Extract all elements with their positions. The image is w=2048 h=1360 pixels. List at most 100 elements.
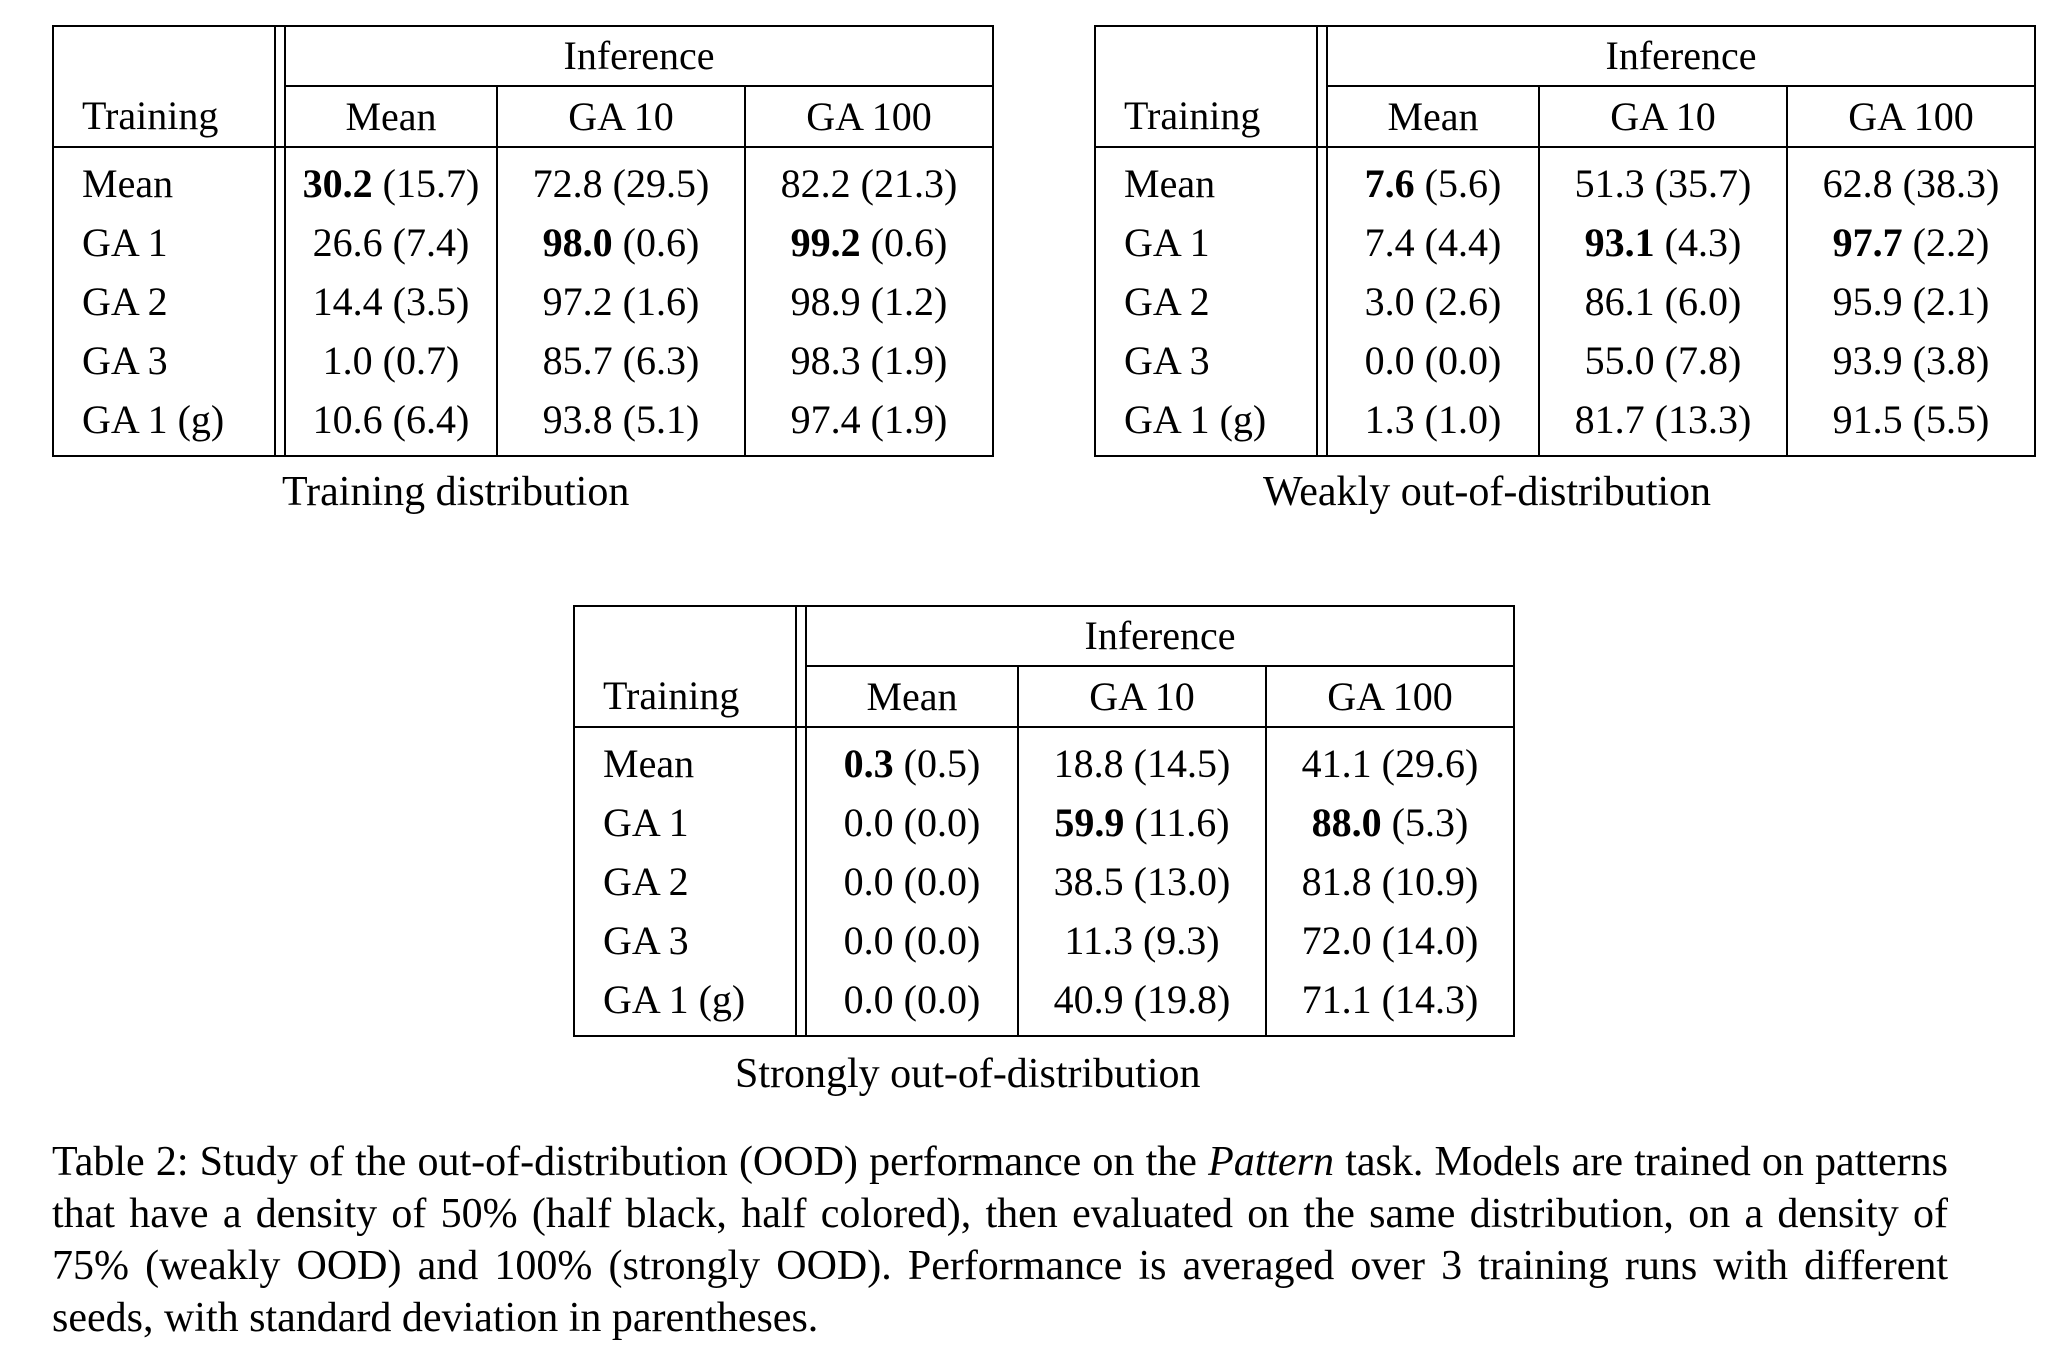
result-value: 26.6 bbox=[312, 219, 383, 265]
result-value: 91.5 bbox=[1832, 396, 1903, 442]
result-cell: 93.1 (4.3) bbox=[1539, 213, 1788, 272]
row-label: GA 3 bbox=[53, 331, 276, 390]
result-value: 18.8 bbox=[1053, 740, 1124, 786]
result-value: 14.4 bbox=[312, 278, 383, 324]
result-std: (6.4) bbox=[392, 396, 470, 442]
column-header: Mean bbox=[806, 666, 1019, 728]
result-cell: 0.0 (0.0) bbox=[806, 793, 1019, 852]
result-std: (1.0) bbox=[1424, 396, 1502, 442]
result-value: 93.8 bbox=[542, 396, 613, 442]
table-strongly-ood: Inference Training Mean GA 10 GA 100 Mean 0.3 … bbox=[573, 605, 1515, 1037]
result-std: (13.3) bbox=[1654, 396, 1752, 442]
result-cell: 41.1 (29.6) bbox=[1266, 727, 1514, 793]
result-value: 59.9 bbox=[1054, 799, 1125, 845]
row-label: GA 1 (g) bbox=[574, 970, 797, 1036]
result-cell: 7.6 (5.6) bbox=[1327, 147, 1540, 213]
result-std: (29.5) bbox=[612, 160, 710, 206]
result-std: (14.0) bbox=[1381, 917, 1479, 963]
table-row: GA 3 1.0 (0.7) 85.7 (6.3) 98.3 (1.9) bbox=[53, 331, 993, 390]
result-cell: 40.9 (19.8) bbox=[1018, 970, 1267, 1036]
result-std: (4.4) bbox=[1424, 219, 1502, 265]
double-rule bbox=[275, 26, 286, 86]
result-cell: 98.3 (1.9) bbox=[745, 331, 993, 390]
result-value: 93.9 bbox=[1832, 337, 1903, 383]
row-label: GA 1 bbox=[574, 793, 797, 852]
result-value: 85.7 bbox=[542, 337, 613, 383]
double-rule bbox=[275, 331, 286, 390]
table-row: GA 3 0.0 (0.0) 11.3 (9.3) 72.0 (14.0) bbox=[574, 911, 1514, 970]
column-header: GA 10 bbox=[1018, 666, 1267, 728]
result-std: (13.0) bbox=[1133, 858, 1231, 904]
results-table: Inference Training Mean GA 10 GA 100 Mean 0.3 … bbox=[573, 605, 1515, 1037]
result-std: (2.1) bbox=[1912, 278, 1990, 324]
table-row: Mean 7.6 (5.6) 51.3 (35.7) 62.8 (38.3) bbox=[1095, 147, 2035, 213]
result-value: 99.2 bbox=[790, 219, 861, 265]
result-value: 82.2 bbox=[780, 160, 851, 206]
result-cell: 72.0 (14.0) bbox=[1266, 911, 1514, 970]
training-header: Training bbox=[1095, 86, 1318, 148]
caption-prefix: Table 2: Study of the out-of-distributio… bbox=[52, 1139, 1209, 1185]
result-value: 71.1 bbox=[1301, 976, 1372, 1022]
result-value: 88.0 bbox=[1311, 799, 1382, 845]
result-cell: 0.0 (0.0) bbox=[806, 852, 1019, 911]
result-std: (15.7) bbox=[382, 160, 480, 206]
row-label: GA 2 bbox=[1095, 272, 1318, 331]
result-cell: 72.8 (29.5) bbox=[497, 147, 746, 213]
double-rule bbox=[1317, 331, 1328, 390]
result-cell: 99.2 (0.6) bbox=[745, 213, 993, 272]
row-label: GA 1 (g) bbox=[1095, 390, 1318, 456]
result-cell: 97.2 (1.6) bbox=[497, 272, 746, 331]
caption-task: Pattern bbox=[1208, 1139, 1335, 1185]
result-value: 97.2 bbox=[542, 278, 613, 324]
double-rule bbox=[796, 970, 807, 1036]
result-std: (6.0) bbox=[1664, 278, 1742, 324]
result-std: (0.0) bbox=[903, 976, 981, 1022]
results-table: Inference Training Mean GA 10 GA 100 Mean 30.2… bbox=[52, 25, 994, 457]
subtitle-strongly-ood: Strongly out-of-distribution bbox=[735, 1051, 1201, 1097]
table-row: GA 3 0.0 (0.0) 55.0 (7.8) 93.9 (3.8) bbox=[1095, 331, 2035, 390]
double-rule bbox=[796, 793, 807, 852]
result-std: (5.1) bbox=[622, 396, 700, 442]
result-cell: 81.7 (13.3) bbox=[1539, 390, 1788, 456]
result-cell: 7.4 (4.4) bbox=[1327, 213, 1540, 272]
double-rule bbox=[1317, 86, 1328, 148]
result-value: 7.4 bbox=[1364, 219, 1415, 265]
result-std: (11.6) bbox=[1134, 799, 1230, 845]
result-std: (6.3) bbox=[622, 337, 700, 383]
result-value: 98.3 bbox=[790, 337, 861, 383]
result-std: (9.3) bbox=[1142, 917, 1220, 963]
caption-suffix: task. Models are trained on patterns tha… bbox=[52, 1139, 1948, 1341]
result-cell: 30.2 (15.7) bbox=[285, 147, 498, 213]
double-rule bbox=[796, 666, 807, 728]
result-std: (29.6) bbox=[1381, 740, 1479, 786]
result-cell: 81.8 (10.9) bbox=[1266, 852, 1514, 911]
table-row: GA 1 7.4 (4.4) 93.1 (4.3) 97.7 (2.2) bbox=[1095, 213, 2035, 272]
result-value: 0.0 bbox=[843, 917, 894, 963]
result-value: 72.8 bbox=[532, 160, 603, 206]
result-cell: 93.9 (3.8) bbox=[1787, 331, 2035, 390]
table-row: GA 2 0.0 (0.0) 38.5 (13.0) 81.8 (10.9) bbox=[574, 852, 1514, 911]
result-cell: 82.2 (21.3) bbox=[745, 147, 993, 213]
result-std: (2.2) bbox=[1912, 219, 1990, 265]
result-std: (21.3) bbox=[860, 160, 958, 206]
column-header: GA 10 bbox=[1539, 86, 1788, 148]
result-cell: 0.3 (0.5) bbox=[806, 727, 1019, 793]
result-std: (1.9) bbox=[870, 396, 948, 442]
result-cell: 0.0 (0.0) bbox=[806, 911, 1019, 970]
result-value: 0.0 bbox=[843, 858, 894, 904]
empty-corner-cell bbox=[1095, 26, 1318, 86]
row-label: Mean bbox=[574, 727, 797, 793]
result-std: (0.0) bbox=[903, 917, 981, 963]
result-cell: 97.4 (1.9) bbox=[745, 390, 993, 456]
table-row: GA 1 (g) 1.3 (1.0) 81.7 (13.3) 91.5 (5.5) bbox=[1095, 390, 2035, 456]
result-std: (5.6) bbox=[1424, 160, 1502, 206]
result-std: (0.6) bbox=[622, 219, 700, 265]
double-rule bbox=[1317, 147, 1328, 213]
result-std: (5.3) bbox=[1391, 799, 1469, 845]
table-row: GA 1 (g) 10.6 (6.4) 93.8 (5.1) 97.4 (1.9) bbox=[53, 390, 993, 456]
result-cell: 51.3 (35.7) bbox=[1539, 147, 1788, 213]
result-value: 11.3 bbox=[1064, 917, 1133, 963]
result-std: (2.6) bbox=[1424, 278, 1502, 324]
result-std: (0.6) bbox=[870, 219, 948, 265]
result-cell: 86.1 (6.0) bbox=[1539, 272, 1788, 331]
